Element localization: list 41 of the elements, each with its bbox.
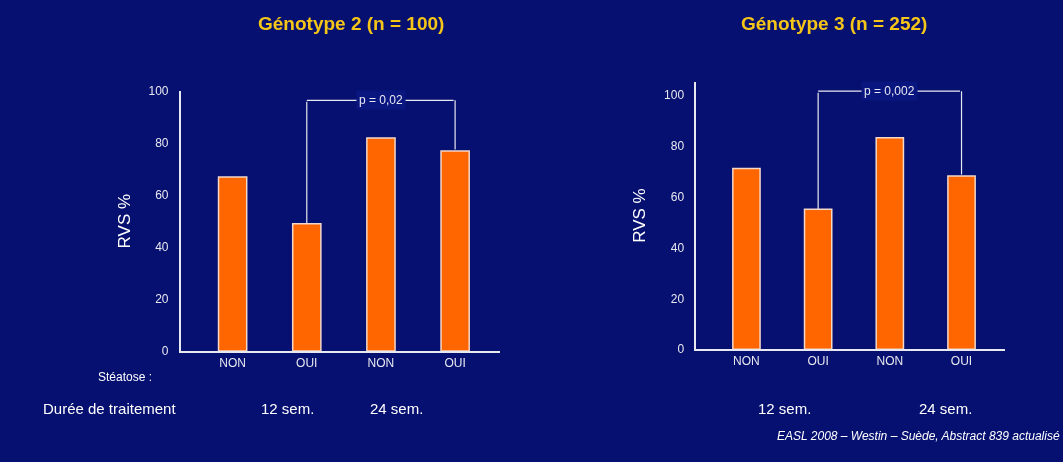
bar [366,137,396,352]
x-tick-label: NON [367,356,395,371]
bar [440,150,470,352]
y-axis-title: RVS % [114,193,134,249]
bar [291,222,322,352]
y-tick-label: 100 [148,84,169,99]
bar [217,176,248,352]
y-tick-label: 20 [670,291,685,306]
x-tick-label: OUI [296,356,318,371]
y-tick-label: 80 [155,136,169,151]
bar [875,137,905,350]
x-tick-label: NON [733,354,760,369]
annotation: p = 0,02 [359,93,404,107]
chart-title: Génotype 3 (n = 252) [741,13,928,34]
text: 24 sem. [919,400,973,417]
x-tick-label: OUI [807,354,829,369]
text: 12 sem. [758,400,812,417]
text: Stéatose : [98,370,153,384]
bar [947,175,976,350]
text: Durée de traitement [43,400,177,417]
y-tick-label: 40 [670,240,685,255]
y-tick-label: 100 [664,87,685,102]
y-tick-label: 20 [155,292,169,307]
y-axis-title: RVS % [630,188,650,243]
x-tick-label: OUI [950,354,973,369]
y-tick-label: 0 [677,342,685,357]
text: 12 sem. [261,400,315,417]
x-tick-label: NON [876,354,904,369]
chart-title: Génotype 2 (n = 100) [258,13,445,34]
y-tick-label: 0 [161,344,169,359]
bar [732,167,761,350]
y-tick-label: 80 [670,138,685,153]
y-tick-label: 40 [155,240,169,255]
annotation: p = 0,002 [864,84,915,98]
x-tick-label: OUI [444,356,466,371]
x-tick-label: NON [219,356,246,371]
text: EASL 2008 – Westin – Suède, Abstract 839 actualisé [777,429,1060,443]
bar [803,208,833,350]
y-tick-label: 60 [670,189,685,204]
y-tick-label: 60 [155,188,169,203]
text: 24 sem. [370,400,424,417]
